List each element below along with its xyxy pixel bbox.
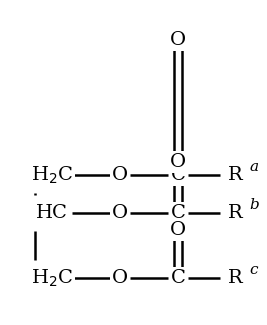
Text: a: a: [249, 160, 258, 174]
Text: R: R: [228, 269, 242, 287]
Text: HC: HC: [36, 204, 68, 222]
Text: C: C: [171, 269, 186, 287]
Text: b: b: [249, 198, 259, 212]
Text: O: O: [112, 166, 128, 184]
Text: O: O: [112, 269, 128, 287]
Text: O: O: [170, 31, 186, 49]
Text: C: C: [171, 166, 186, 184]
Text: H$_2$C: H$_2$C: [31, 164, 73, 186]
Text: c: c: [249, 263, 257, 277]
Text: O: O: [170, 221, 186, 239]
Text: R: R: [228, 204, 242, 222]
Text: O: O: [112, 204, 128, 222]
Text: O: O: [170, 153, 186, 171]
Text: R: R: [228, 166, 242, 184]
Text: C: C: [171, 204, 186, 222]
Text: H$_2$C: H$_2$C: [31, 267, 73, 289]
